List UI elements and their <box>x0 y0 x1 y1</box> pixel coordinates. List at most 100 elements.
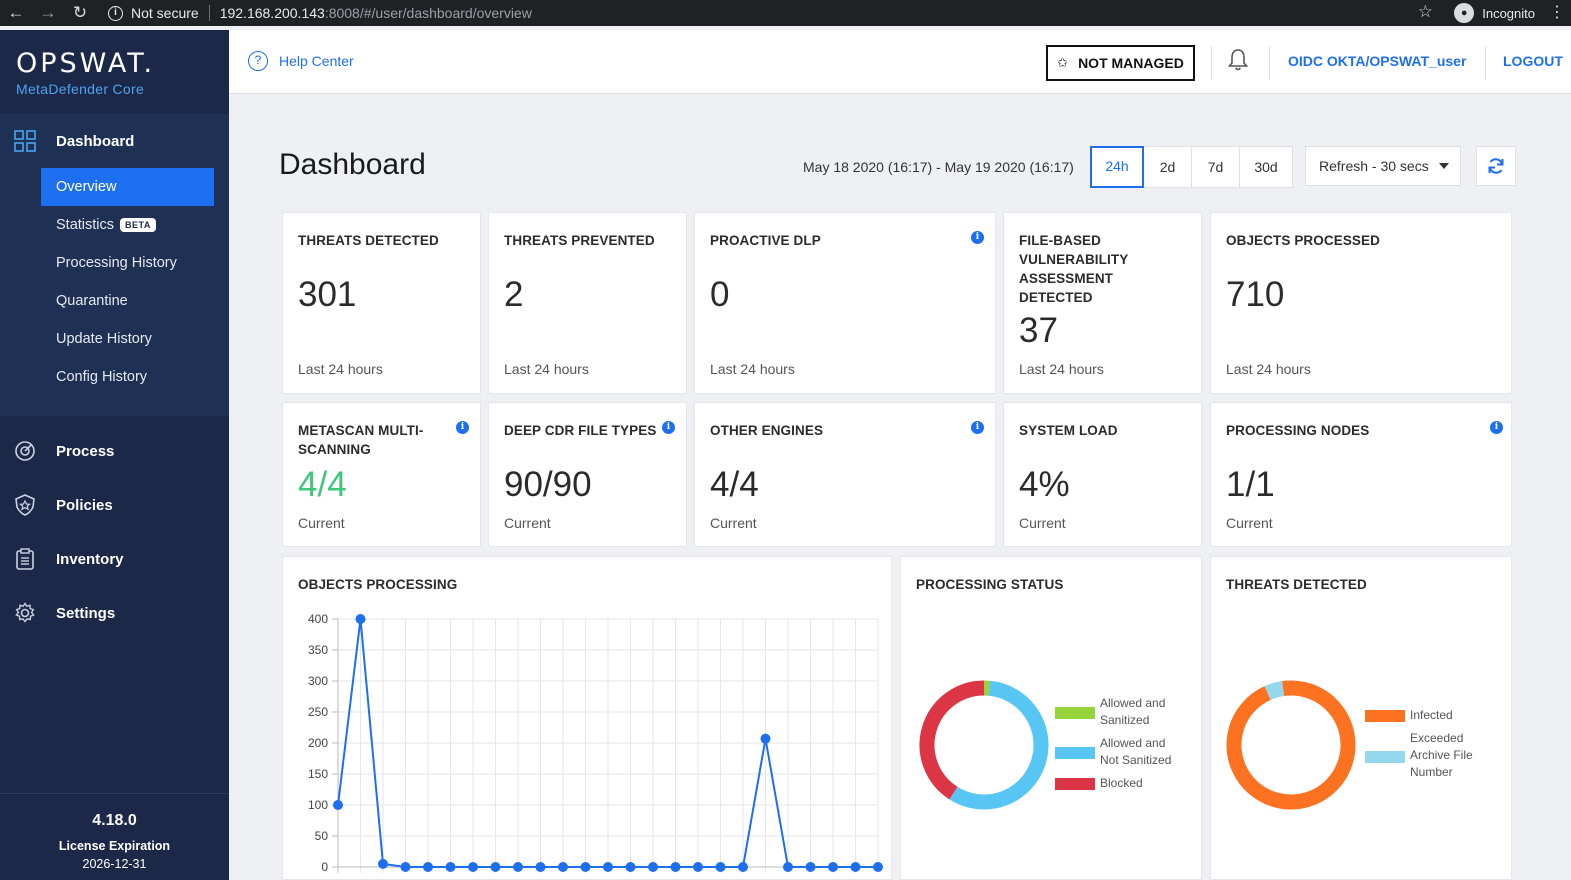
help-center-link[interactable]: ? Help Center <box>248 51 354 71</box>
sidebar-item-label: Process <box>56 442 115 460</box>
data-point[interactable] <box>355 614 366 624</box>
card-value: 90/90 <box>504 465 592 504</box>
reload-icon[interactable]: ↻ <box>72 3 88 22</box>
sidebar-item-quarantine[interactable]: Quarantine <box>0 282 229 320</box>
data-point[interactable] <box>625 862 636 872</box>
sidebar-item-policies[interactable]: Policies <box>0 478 229 532</box>
url-host: 192.168.200.143 <box>219 5 325 21</box>
info-icon[interactable]: i <box>662 421 675 434</box>
card-subtitle: Last 24 hours <box>1226 361 1311 377</box>
forward-icon[interactable]: → <box>39 3 57 22</box>
card-value: 710 <box>1226 275 1285 314</box>
clipboard-icon <box>14 548 36 570</box>
sidebar-item-process[interactable]: Process <box>0 424 229 478</box>
back-icon[interactable]: ← <box>7 3 25 22</box>
data-point[interactable] <box>468 862 478 872</box>
period-7d[interactable]: 7d <box>1192 147 1240 187</box>
sidebar-item-processing-history[interactable]: Processing History <box>0 244 229 282</box>
user-menu[interactable]: OIDC OKTA/OPSWAT_user <box>1288 53 1467 69</box>
data-point[interactable] <box>783 862 793 872</box>
page-title: Dashboard <box>279 148 426 181</box>
y-tick-label: 50 <box>315 829 329 843</box>
data-point[interactable] <box>490 862 501 872</box>
donut-slice[interactable] <box>1226 680 1356 810</box>
info-icon[interactable]: i <box>456 421 469 434</box>
profile-label: Incognito <box>1482 5 1535 21</box>
sidebar-item-label: Quarantine <box>56 293 128 309</box>
threats-detected-chart-card: THREATS DETECTED Infected Exceeded Archi… <box>1210 556 1512 880</box>
legend-item: Exceeded Archive File Number <box>1365 730 1505 785</box>
not-managed-button[interactable]: ✩ NOT MANAGED <box>1046 45 1195 81</box>
sidebar-item-inventory[interactable]: Inventory <box>0 532 229 586</box>
data-point[interactable] <box>513 862 523 872</box>
data-point[interactable] <box>738 862 748 872</box>
y-tick-label: 350 <box>308 643 328 657</box>
data-point[interactable] <box>333 800 343 810</box>
period-30d[interactable]: 30d <box>1254 159 1278 175</box>
browser-menu-icon[interactable]: ⋮ <box>1549 4 1565 21</box>
process-icon <box>14 440 36 462</box>
data-point[interactable] <box>715 862 726 872</box>
data-point[interactable] <box>648 862 658 872</box>
data-point[interactable] <box>850 862 861 872</box>
card-subtitle: Last 24 hours <box>504 361 589 377</box>
license-label: License Expiration <box>58 839 171 853</box>
legend-swatch <box>1055 747 1095 759</box>
data-point[interactable] <box>828 862 838 872</box>
address-bar[interactable]: 192.168.200.143:8008/#/user/dashboard/ov… <box>220 5 532 21</box>
data-point[interactable] <box>445 862 456 872</box>
data-point[interactable] <box>400 862 411 872</box>
donut-slice[interactable] <box>949 680 1049 810</box>
gear-icon <box>14 602 36 624</box>
profile-button[interactable]: ● Incognito <box>1454 3 1535 23</box>
sidebar-item-update-history[interactable]: Update History <box>0 320 229 358</box>
period-2d[interactable]: 2d <box>1144 147 1192 187</box>
refresh-interval-select[interactable]: Refresh - 30 secs <box>1305 146 1461 186</box>
brand[interactable]: OPSWAT. MetaDefender Core <box>0 30 229 114</box>
card-subtitle: Current <box>710 515 757 531</box>
bookmark-star-icon[interactable]: ☆ <box>1417 2 1433 21</box>
sidebar-item-overview[interactable]: Overview <box>41 168 214 206</box>
data-point[interactable] <box>423 862 433 872</box>
vulnerability-assessment-card: FILE-BASED VULNERABILITY ASSESSMENT DETE… <box>1003 212 1202 394</box>
period-24h[interactable]: 24h <box>1090 146 1144 188</box>
sidebar-item-label: Overview <box>56 179 117 195</box>
threats-detected-donut <box>1226 680 1356 810</box>
card-value: 301 <box>298 275 357 314</box>
processing-nodes-card: PROCESSING NODES i 1/1 Current <box>1210 402 1512 547</box>
data-point[interactable] <box>693 862 703 872</box>
data-point[interactable] <box>378 858 388 869</box>
processing-status-donut <box>919 680 1049 810</box>
data-point[interactable] <box>805 862 816 872</box>
security-indicator[interactable]: i Not secure <box>108 5 199 21</box>
donut-slice[interactable] <box>919 680 985 800</box>
main-nav: Process Policies Inventory Settings <box>0 424 229 640</box>
y-tick-label: 0 <box>321 860 328 874</box>
data-point[interactable] <box>580 862 591 872</box>
data-point[interactable] <box>535 862 546 872</box>
sidebar-item-dashboard[interactable]: Dashboard <box>0 114 229 168</box>
donut-slice[interactable] <box>1264 681 1285 700</box>
data-point[interactable] <box>558 862 568 872</box>
info-icon[interactable]: i <box>1490 421 1503 434</box>
refresh-button[interactable] <box>1476 146 1516 186</box>
data-point[interactable] <box>760 733 771 744</box>
chart-title: THREATS DETECTED <box>1226 577 1367 592</box>
data-point[interactable] <box>873 862 883 872</box>
legend-swatch <box>1365 751 1405 763</box>
sidebar-item-settings[interactable]: Settings <box>0 586 229 640</box>
data-point[interactable] <box>670 862 681 872</box>
card-value: 2 <box>504 275 524 314</box>
sidebar-item-config-history[interactable]: Config History <box>0 358 229 396</box>
bell-icon[interactable] <box>1227 48 1249 77</box>
version-label: 4.18.0 <box>92 812 137 829</box>
sidebar-item-statistics[interactable]: Statistics BETA <box>0 206 229 244</box>
card-value: 4/4 <box>298 465 347 504</box>
info-icon[interactable]: i <box>971 231 984 244</box>
info-icon[interactable]: i <box>971 421 984 434</box>
data-point[interactable] <box>603 862 613 872</box>
card-value: 1/1 <box>1226 465 1275 504</box>
legend-label: Allowed and Sanitized <box>1100 696 1166 727</box>
legend-item: Allowed and Not Sanitized <box>1055 735 1195 775</box>
logout-button[interactable]: LOGOUT <box>1503 53 1563 69</box>
